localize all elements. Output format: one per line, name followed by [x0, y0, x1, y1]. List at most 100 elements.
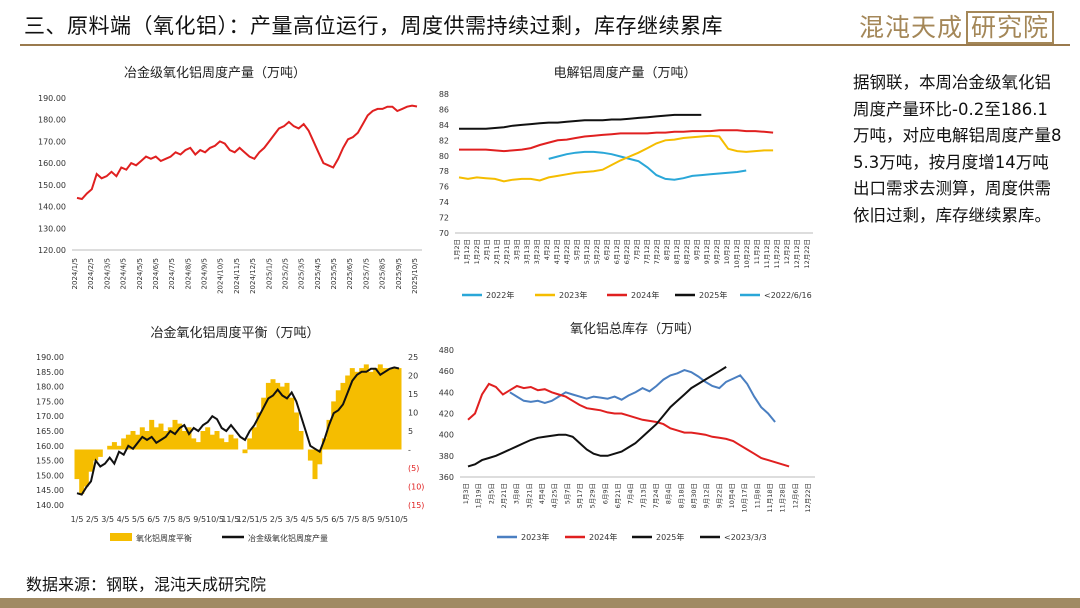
- x-tick-label: 11月22日: [773, 239, 781, 269]
- x-tick-label: 1月3日: [462, 483, 470, 504]
- y-tick-label: 400: [439, 431, 454, 440]
- x-tick-label: 2/5: [86, 515, 99, 524]
- y-tick-label: 130.00: [38, 224, 66, 233]
- x-tick-label: 2025/9/5: [395, 258, 403, 289]
- x-tick-label: 2月21日: [500, 483, 508, 508]
- y-right-tick-label: 5: [408, 427, 413, 436]
- balance-bar: [321, 438, 327, 450]
- y-right-tick-label: 20: [408, 372, 418, 381]
- x-tick-label: 4月4日: [538, 483, 546, 504]
- x-tick-label: 2024/7/5: [168, 258, 176, 289]
- x-tick-label: 4/5: [301, 515, 314, 524]
- chart1-title: 冶金级氧化铝周度产量（万吨）: [123, 66, 306, 81]
- y-tick-label: 76: [439, 183, 449, 192]
- y-left-tick-label: 190.00: [36, 353, 64, 362]
- x-tick-label: 6/5: [331, 515, 344, 524]
- balance-bar: [331, 401, 337, 450]
- balance-bar: [191, 438, 197, 450]
- x-tick-label: 8月30日: [690, 483, 698, 508]
- x-tick-label: 2025/1/5: [265, 258, 273, 289]
- balance-bar: [177, 423, 183, 450]
- y-tick-label: 78: [439, 167, 449, 176]
- balance-bar: [219, 438, 225, 450]
- y-tick-label: 80: [439, 152, 449, 161]
- legend-label: <2023/3/3: [724, 533, 767, 542]
- balance-bar: [284, 382, 290, 450]
- legend-swatch: [110, 533, 132, 541]
- balance-bar: [261, 397, 267, 450]
- x-tick-label: 9月2日: [693, 239, 701, 260]
- x-tick-label: 2024/9/5: [201, 258, 209, 289]
- x-tick-label: 8月18日: [677, 483, 685, 508]
- y-tick-label: 380: [439, 452, 454, 461]
- balance-bar: [223, 442, 229, 450]
- x-tick-label: 1/5: [71, 515, 84, 524]
- balance-bar: [97, 449, 103, 457]
- x-tick-label: 9月22日: [713, 239, 721, 264]
- series-line: [467, 382, 790, 468]
- balance-bar: [228, 434, 234, 450]
- y-tick-label: 360: [439, 473, 454, 482]
- y-tick-label: 150.00: [38, 181, 66, 190]
- balance-bar: [307, 449, 313, 461]
- x-tick-label: 7/5: [347, 515, 360, 524]
- x-tick-label: 7月24日: [652, 483, 660, 508]
- x-tick-label: 3/5: [285, 515, 298, 524]
- y-tick-label: 190.00: [38, 94, 66, 103]
- balance-bar: [340, 382, 346, 450]
- x-tick-label: 3月8日: [513, 483, 521, 504]
- x-tick-label: 9月22日: [715, 483, 723, 508]
- x-tick-label: 6月21日: [614, 483, 622, 508]
- x-tick-label: 5月2日: [573, 239, 581, 260]
- x-tick-label: 3月23日: [533, 239, 541, 264]
- x-tick-label: 11/5: [221, 515, 239, 524]
- x-tick-label: 2024/3/5: [103, 258, 111, 289]
- balance-bar: [326, 419, 332, 450]
- balance-bar: [382, 368, 388, 450]
- x-tick-label: 8月4日: [665, 483, 673, 504]
- y-left-tick-label: 155.00: [36, 457, 64, 466]
- x-tick-label: 2024/8/5: [184, 258, 192, 289]
- x-tick-label: 10月22日: [743, 239, 751, 269]
- y-tick-label: 440: [439, 388, 454, 397]
- chart4-title: 氧化铝总库存（万吨）: [569, 322, 700, 337]
- x-tick-label: 7月12日: [643, 239, 651, 264]
- balance-bar: [349, 368, 355, 450]
- legend-label: 2025年: [656, 532, 684, 542]
- y-left-tick-label: 165.00: [36, 427, 64, 436]
- x-tick-label: 7月22日: [653, 239, 661, 264]
- balance-bar: [279, 386, 285, 450]
- series-line: [548, 150, 747, 181]
- x-tick-label: 6月12日: [613, 239, 621, 264]
- y-tick-label: 140.00: [38, 203, 66, 212]
- balance-bar: [107, 445, 113, 450]
- x-tick-label: 5月29日: [589, 483, 597, 508]
- balance-bar: [391, 368, 397, 450]
- x-tick-label: 12/5: [237, 515, 255, 524]
- balance-bar: [79, 449, 85, 494]
- balance-bar: [293, 412, 299, 450]
- legend-label: 2023年: [521, 532, 549, 542]
- x-tick-label: 8月12日: [673, 239, 681, 264]
- balance-bar: [130, 431, 136, 450]
- balance-bar: [116, 445, 122, 450]
- y-tick-label: 86: [439, 105, 449, 114]
- x-tick-label: 2025/6/5: [346, 258, 354, 289]
- y-tick-label: 88: [439, 90, 449, 99]
- balance-bar: [345, 375, 351, 450]
- balance-bar: [387, 368, 393, 450]
- y-left-tick-label: 140.00: [36, 501, 64, 510]
- header-divider: [20, 44, 1070, 46]
- balance-bar: [125, 434, 131, 450]
- y-tick-label: 120.00: [38, 246, 66, 255]
- page-title: 三、原料端（氧化铝）：产量高位运行，周度供需持续过剩，库存继续累库: [24, 14, 723, 38]
- x-tick-label: 6月22日: [623, 239, 631, 264]
- x-tick-label: 11月8日: [753, 483, 761, 508]
- x-tick-label: 1月22日: [473, 239, 481, 264]
- x-tick-label: 7月2日: [633, 239, 641, 260]
- x-tick-label: 2024/2/5: [87, 258, 95, 289]
- x-tick-label: 8月2日: [663, 239, 671, 260]
- logo-text: 混沌天成: [858, 13, 963, 42]
- x-tick-label: 7月4日: [627, 483, 635, 504]
